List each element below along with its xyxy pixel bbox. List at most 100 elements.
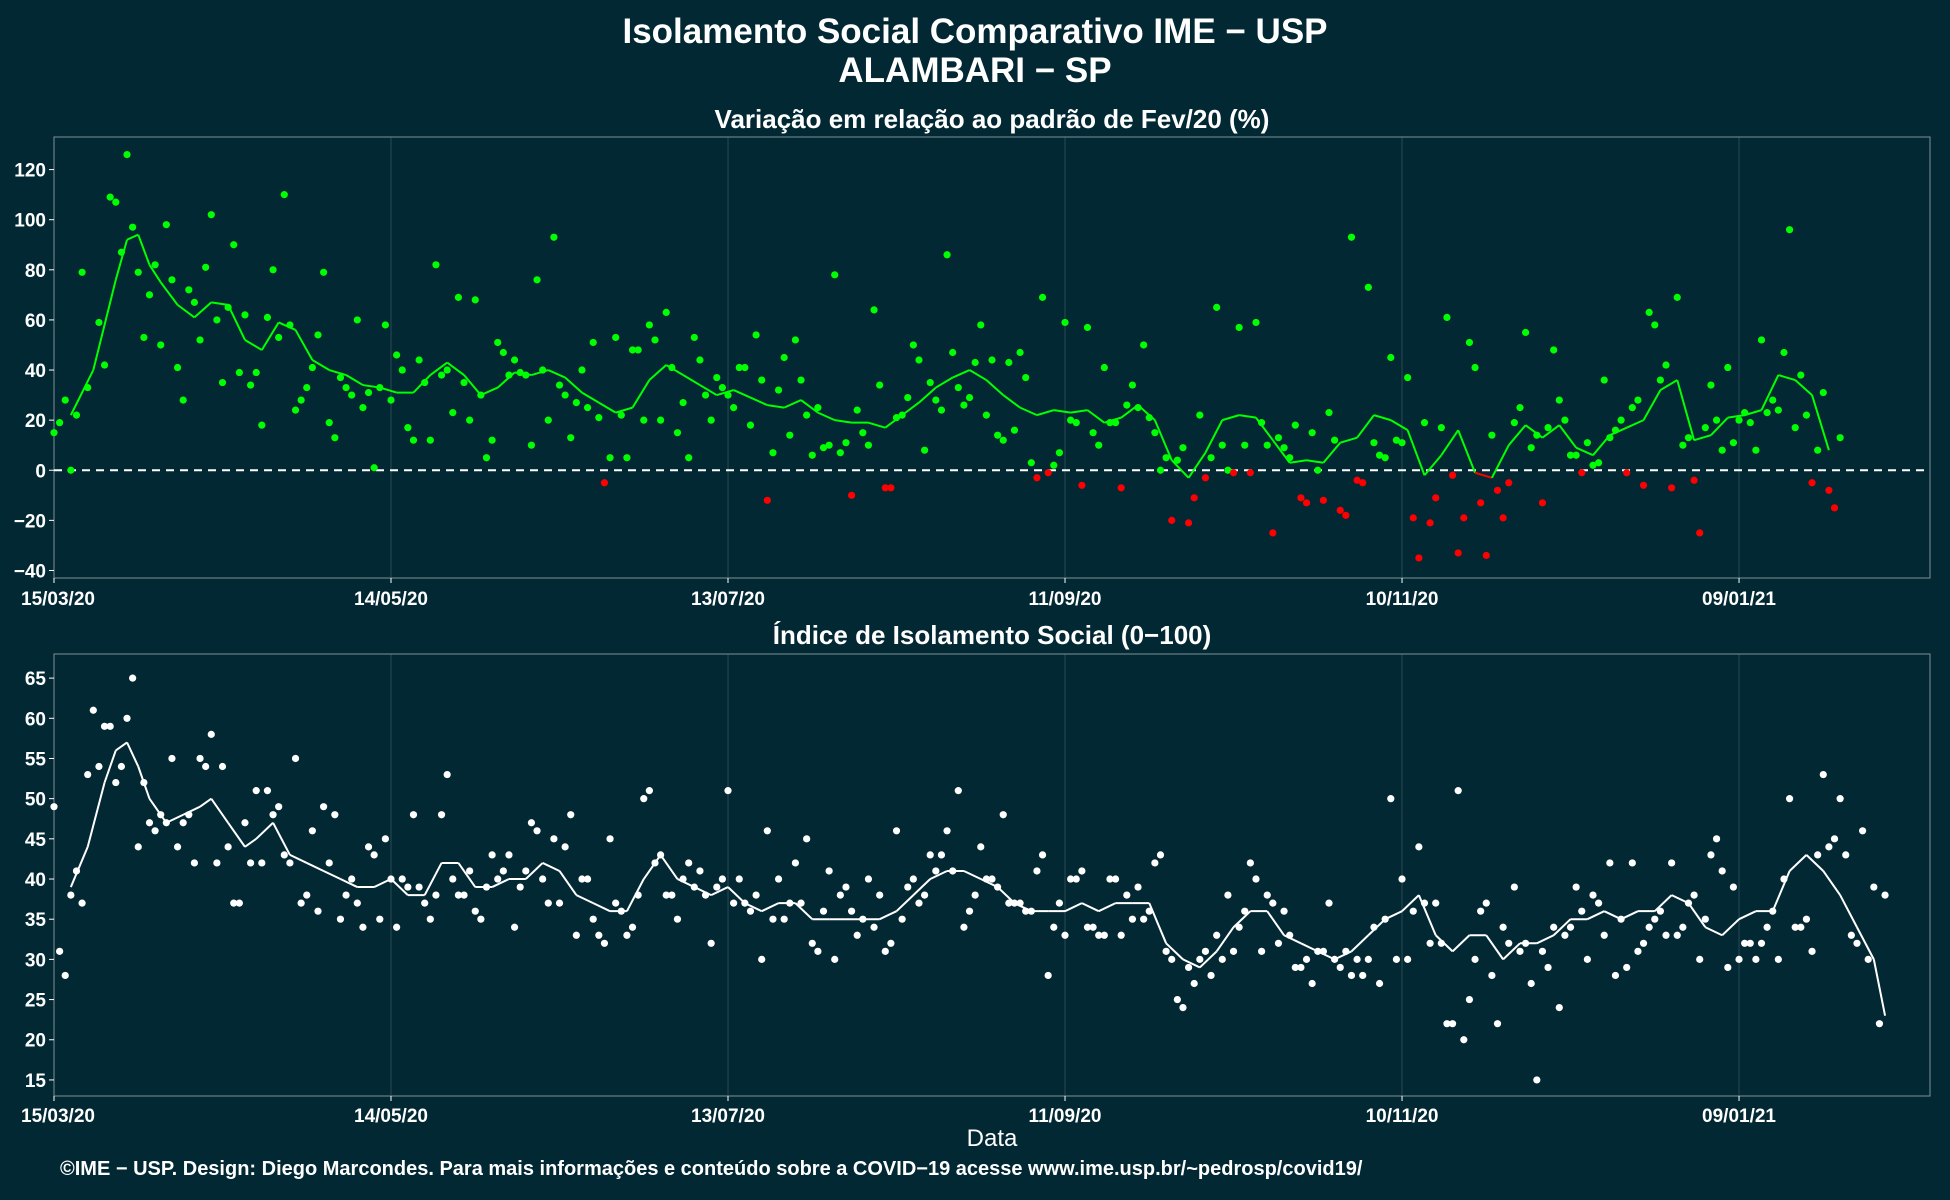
data-point xyxy=(482,883,491,891)
y-tick-label: 40 xyxy=(25,361,46,382)
trend-line-segment xyxy=(1642,389,1662,421)
data-point xyxy=(999,436,1007,444)
trend-line-segment xyxy=(1451,934,1471,953)
trend-line-segment xyxy=(345,374,364,386)
data-point xyxy=(1415,554,1423,562)
data-point xyxy=(1224,891,1232,899)
data-point xyxy=(488,851,496,859)
data-point xyxy=(1083,323,1092,332)
trend-line-segment xyxy=(1215,926,1235,952)
data-point xyxy=(881,947,889,955)
data-point xyxy=(1550,923,1558,931)
trend-line-segment xyxy=(1839,894,1858,928)
trend-line-segment xyxy=(1687,902,1707,928)
data-point xyxy=(1426,519,1434,527)
data-point xyxy=(1336,963,1344,972)
data-point xyxy=(1325,899,1333,907)
data-point xyxy=(140,333,148,342)
data-point xyxy=(533,276,541,284)
data-point xyxy=(758,955,766,963)
data-point xyxy=(1409,514,1417,522)
trend-line-segment xyxy=(935,376,954,389)
trend-line-segment xyxy=(817,411,836,422)
data-point xyxy=(1347,971,1356,980)
data-point xyxy=(679,399,687,407)
data-point xyxy=(1825,486,1833,494)
data-point xyxy=(994,431,1002,439)
data-point xyxy=(1375,451,1384,459)
trend-line-segment xyxy=(1704,926,1723,937)
data-point xyxy=(1763,923,1771,931)
data-point xyxy=(1510,883,1518,891)
data-point xyxy=(954,787,962,795)
data-point xyxy=(1471,955,1479,963)
data-point xyxy=(617,411,625,419)
data-point xyxy=(1398,875,1406,883)
data-point xyxy=(162,221,170,229)
data-point xyxy=(949,348,957,357)
data-point xyxy=(651,859,659,867)
data-point xyxy=(1600,931,1608,939)
x-tick-label: 14/05/20 xyxy=(354,589,428,610)
data-point xyxy=(1853,939,1861,947)
trend-line-segment xyxy=(1053,409,1071,414)
data-point xyxy=(628,923,637,931)
data-point xyxy=(1089,923,1097,931)
data-point xyxy=(168,276,176,284)
trend-line-segment xyxy=(868,421,886,429)
trend-line-segment xyxy=(783,399,802,409)
data-point xyxy=(1634,947,1642,955)
panel-title: Variação em relação ao padrão de Fev/20 … xyxy=(715,104,1270,134)
data-point xyxy=(1443,313,1451,322)
y-tick-label: 45 xyxy=(25,830,47,851)
trend-line-segment xyxy=(423,862,443,896)
data-point xyxy=(803,835,811,843)
data-point xyxy=(1359,479,1367,487)
trend-line-segment xyxy=(1626,419,1644,429)
data-point xyxy=(1044,971,1052,980)
data-point xyxy=(1690,891,1698,899)
data-point xyxy=(640,416,648,424)
data-point xyxy=(1493,486,1502,494)
data-point xyxy=(516,368,524,377)
data-point xyxy=(628,346,637,354)
trend-line-segment xyxy=(103,750,117,783)
data-point xyxy=(1881,891,1889,899)
data-point xyxy=(1072,875,1080,883)
data-point xyxy=(1746,419,1754,427)
data-point xyxy=(1774,406,1782,414)
data-point xyxy=(600,939,609,947)
data-point xyxy=(589,338,597,347)
data-point xyxy=(466,416,474,424)
data-point xyxy=(1280,444,1288,452)
trend-line-segment xyxy=(710,886,729,896)
data-point xyxy=(1291,421,1299,429)
data-point xyxy=(1668,859,1676,867)
y-tick-label: 60 xyxy=(25,311,46,332)
data-point xyxy=(1426,939,1434,947)
data-point xyxy=(673,915,682,923)
data-point xyxy=(398,366,406,374)
data-point xyxy=(56,947,64,955)
data-point xyxy=(1769,396,1777,404)
data-point xyxy=(1533,1076,1541,1084)
data-point xyxy=(1471,363,1479,372)
trend-line-segment xyxy=(1693,434,1712,442)
data-point xyxy=(1437,424,1445,432)
data-point xyxy=(1263,891,1271,899)
trend-line-segment xyxy=(1474,471,1493,479)
y-tick-label: 100 xyxy=(14,211,46,232)
data-point xyxy=(1342,511,1350,519)
data-point xyxy=(859,429,867,437)
trend-line-segment xyxy=(1794,379,1813,396)
trend-line-segment xyxy=(255,822,274,840)
data-point xyxy=(1010,426,1019,434)
data-point xyxy=(623,931,631,939)
data-point xyxy=(1460,1036,1468,1044)
data-point xyxy=(1673,931,1681,939)
data-point xyxy=(1022,373,1030,382)
data-point xyxy=(364,843,373,851)
data-point xyxy=(808,451,816,459)
data-point xyxy=(870,306,878,314)
trend-line-segment xyxy=(1322,442,1342,464)
